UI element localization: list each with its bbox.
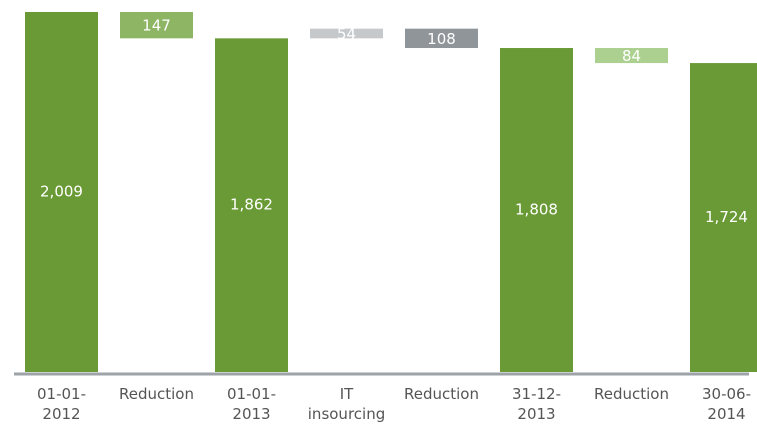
bar-7 (595, 48, 668, 64)
x-tick-label-line: 2013 (517, 405, 555, 423)
bar-value-label-1: 2,009 (40, 183, 83, 201)
x-tick-label-line: 01-01- (37, 385, 86, 403)
x-tick-label-line: 2013 (232, 405, 270, 423)
bar-3 (215, 38, 288, 373)
tick-labels-group: 01-01- 2012 Reduction 01-01- 2013 IT insourcin… (37, 385, 751, 423)
bar-6 (500, 48, 573, 373)
x-tick-label-5: Reduction (404, 385, 479, 403)
bar-value-label-3: 1,862 (230, 196, 273, 214)
x-tick-label-6: 31-12- 2013 (512, 385, 561, 423)
bar-value-label-8: 1,724 (705, 208, 748, 226)
bar-value-label-4: 54 (337, 25, 356, 43)
bar-2 (120, 12, 193, 39)
x-tick-label-2: Reduction (119, 385, 194, 403)
bar-4 (310, 28, 383, 39)
x-tick-label-7: Reduction (594, 385, 669, 403)
x-tick-label-3: 01-01- 2013 (227, 385, 276, 423)
x-tick-label-line: 2012 (42, 405, 80, 423)
x-tick-label-line: 31-12- (512, 385, 561, 403)
x-tick-label-line: insourcing (308, 405, 385, 423)
x-tick-label-1: 01-01- 2012 (37, 385, 86, 423)
x-tick-label-8: 30-06- 2014 (702, 385, 751, 423)
bar-value-label-7: 84 (622, 47, 641, 65)
x-tick-label-line: 30-06- (702, 385, 751, 403)
bar-5 (405, 28, 478, 49)
bars-group: 2,009 147 1,862 54 108 1,808 84 1,724 (25, 12, 757, 373)
x-tick-label-line: Reduction (119, 385, 194, 403)
bar-value-label-6: 1,808 (515, 201, 558, 219)
bar-8 (690, 63, 757, 372)
bar-value-label-2: 147 (142, 17, 171, 35)
x-tick-label-4: IT insourcing (308, 385, 385, 423)
x-tick-label-line: IT (340, 385, 354, 403)
x-tick-label-line: 01-01- (227, 385, 276, 403)
bar-1 (25, 12, 98, 372)
x-tick-label-line: 2014 (707, 405, 745, 423)
x-tick-label-line: Reduction (404, 385, 479, 403)
x-tick-label-line: Reduction (594, 385, 669, 403)
bar-value-label-5: 108 (427, 30, 456, 48)
